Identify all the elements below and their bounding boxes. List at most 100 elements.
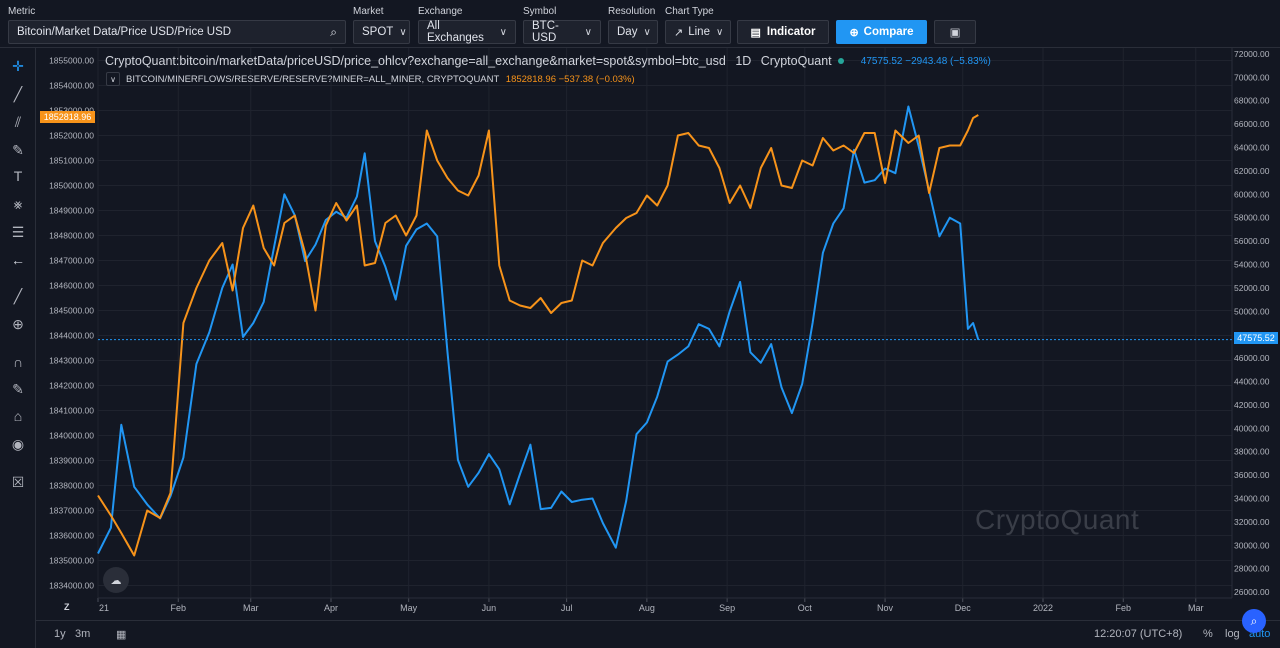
legend-btc: 47575.52 −2943.48 (−5.83%) (838, 56, 991, 67)
screenshot-button[interactable]: ▣ (934, 20, 976, 44)
range-3m-button[interactable]: 3m (75, 628, 91, 640)
exchange-value: All Exchanges (427, 20, 484, 44)
x-tick-label: Apr (324, 603, 338, 613)
left-axis-label: 1848000.00 (49, 231, 94, 241)
calendar-icon[interactable]: ▦ (116, 629, 127, 641)
left-axis-label: 1854000.00 (49, 81, 94, 91)
symbol-select[interactable]: BTC-USD ∨ (523, 20, 601, 44)
clock-time: 12:20:07 (UTC+8) (1094, 628, 1183, 640)
right-axis-label: 52000.00 (1234, 283, 1270, 293)
bottom-bar: 1y 3m ▦ 12:20:07 (UTC+8) % log auto (36, 620, 1280, 648)
right-axis-label: 32000.00 (1234, 517, 1270, 527)
x-tick-label: Oct (798, 603, 813, 613)
arrow-left-icon[interactable]: ← (11, 252, 25, 268)
right-axis-label: 40000.00 (1234, 423, 1270, 433)
ruler-icon[interactable]: ╱ (13, 287, 23, 304)
right-price-tag: 47575.52 (1234, 332, 1278, 344)
legend-btc-values: 47575.52 −2943.48 (−5.83%) (860, 56, 991, 67)
chart-type-select[interactable]: ↗ Line ∨ (665, 20, 731, 44)
magnifier-icon[interactable]: ⌕ (1242, 609, 1266, 633)
lock-drawing-icon[interactable]: ✎ (12, 380, 24, 397)
eye-icon[interactable]: ◉ (11, 435, 25, 452)
left-axis-label: 1840000.00 (49, 431, 94, 441)
legend-compare-name: BITCOIN/MINERFLOWS/RESERVE/RESERVE?MINER… (126, 74, 500, 85)
right-axis-label: 68000.00 (1234, 96, 1270, 106)
right-axis-label: 30000.00 (1234, 540, 1270, 550)
right-axis-label: 62000.00 (1234, 166, 1270, 176)
x-tick-label: May (400, 603, 418, 613)
metric-search-input[interactable]: Bitcoin/Market Data/Price USD/Price USD … (8, 20, 346, 44)
magnet-icon[interactable]: ∩ (12, 354, 24, 370)
right-axis-label: 42000.00 (1234, 400, 1270, 410)
x-tick-label: 21 (99, 603, 109, 613)
right-axis-label: 64000.00 (1234, 142, 1270, 152)
range-1y-button[interactable]: 1y (54, 628, 66, 640)
fib-retracement-icon[interactable]: ☰ (11, 223, 25, 240)
left-axis-label: 1844000.00 (49, 331, 94, 341)
right-axis-label: 28000.00 (1234, 564, 1270, 574)
top-toolbar: Metric Bitcoin/Market Data/Price USD/Pri… (0, 0, 1280, 48)
price-chart[interactable]: 21 Feb Mar Apr May Jun Jul Aug Sep Oct Nov Dec 2022 F… (36, 48, 1280, 620)
x-tick-label: Mar (243, 603, 259, 613)
chevron-down-icon: ∨ (643, 26, 651, 38)
right-axis-label: 36000.00 (1234, 470, 1270, 480)
compare-label: Compare (863, 26, 914, 38)
pattern-icon[interactable]: ⨳ (13, 195, 23, 212)
x-tick-label: Jul (561, 603, 573, 613)
left-axis-label: 1852000.00 (49, 131, 94, 141)
chevron-down-icon: ∨ (499, 26, 507, 38)
legend-source: CryptoQuant (760, 54, 832, 68)
indicator-icon: ▤ (750, 26, 761, 39)
percent-button[interactable]: % (1203, 628, 1213, 640)
chevron-down-icon: ∨ (399, 26, 407, 38)
legend-resolution: 1D (735, 54, 752, 68)
left-axis-label: 1834000.00 (49, 581, 94, 591)
text-icon[interactable]: T (13, 168, 23, 184)
x-tick-label: Mar (1188, 603, 1204, 613)
indicator-button[interactable]: ▤ Indicator (737, 20, 829, 44)
right-axis-label: 58000.00 (1234, 213, 1270, 223)
compare-button[interactable]: ⊕ Compare (836, 20, 927, 44)
market-select[interactable]: SPOT ∨ (353, 20, 410, 44)
resolution-value: Day (617, 26, 638, 38)
log-button[interactable]: log (1225, 628, 1240, 640)
trend-line-icon[interactable]: ╱ (13, 85, 23, 102)
exchange-label: Exchange (418, 6, 463, 17)
trash-icon[interactable]: ☒ (11, 473, 25, 490)
right-axis-label: 38000.00 (1234, 447, 1270, 457)
resolution-select[interactable]: Day ∨ (608, 20, 658, 44)
left-axis-label: 1849000.00 (49, 206, 94, 216)
pitchfork-icon[interactable]: ⫽ (14, 113, 22, 130)
zoom-in-icon[interactable]: ⊕ (12, 315, 24, 332)
x-tick-label: Dec (955, 603, 972, 613)
x-tick-label: Feb (1116, 603, 1132, 613)
legend-compare: BITCOIN/MINERFLOWS/RESERVE/RESERVE?MINER… (126, 74, 635, 85)
left-axis-label: 1838000.00 (49, 481, 94, 491)
x-tick-label: Jun (482, 603, 497, 613)
z-label[interactable]: Z (64, 602, 70, 612)
left-axis-label: 1845000.00 (49, 306, 94, 316)
chart-type-label: Chart Type (665, 6, 714, 17)
miner-reserve-line (97, 114, 979, 557)
crosshair-icon[interactable]: ✛ (12, 57, 24, 74)
search-icon[interactable]: ⌕ (330, 25, 337, 39)
legend-btc-dot (838, 58, 844, 64)
right-axis-label: 34000.00 (1234, 494, 1270, 504)
legend-collapse-button[interactable]: ∨ (106, 72, 120, 86)
metric-label: Metric (8, 6, 36, 17)
exchange-select[interactable]: All Exchanges ∨ (418, 20, 516, 44)
legend-compare-values: 1852818.96 −537.38 (−0.03%) (505, 74, 635, 85)
symbol-value: BTC-USD (532, 20, 559, 44)
cloud-logo-icon[interactable]: ☁ (103, 567, 129, 593)
right-axis-label: 70000.00 (1234, 72, 1270, 82)
lock-icon[interactable]: ⌂ (13, 408, 23, 424)
right-axis-label: 66000.00 (1234, 119, 1270, 129)
left-axis-label: 1835000.00 (49, 556, 94, 566)
symbol-label: Symbol (523, 6, 557, 17)
right-axis-label: 46000.00 (1234, 353, 1270, 363)
brush-icon[interactable]: ✎ (12, 141, 24, 158)
market-label: Market (353, 6, 384, 17)
x-tick-label: 2022 (1033, 603, 1053, 613)
x-tick-label: Aug (639, 603, 655, 613)
chart-type-value: Line (688, 26, 710, 38)
